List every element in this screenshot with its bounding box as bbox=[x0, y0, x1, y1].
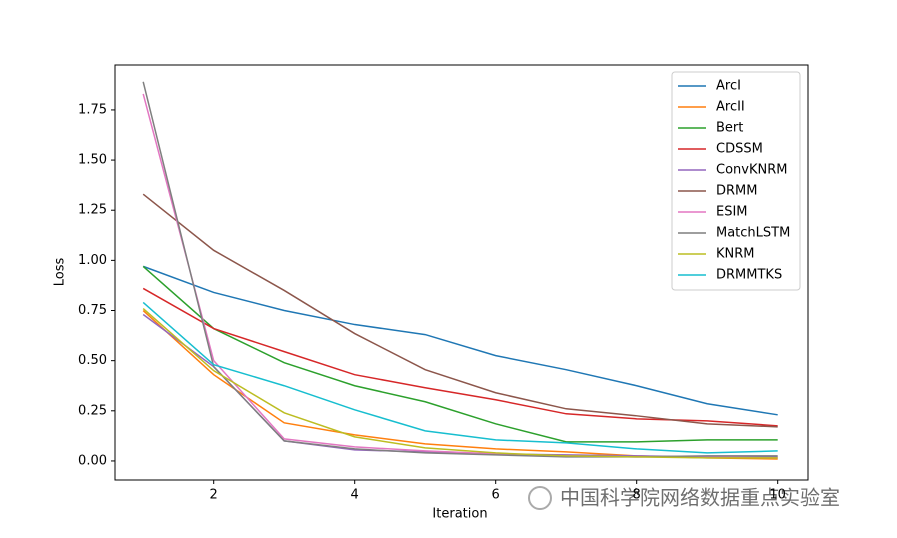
y-tick-label: 0.25 bbox=[78, 403, 107, 418]
y-axis-label: Loss bbox=[53, 258, 68, 287]
y-tick-label: 0.75 bbox=[78, 303, 107, 318]
x-axis-label: Iteration bbox=[432, 507, 487, 522]
legend-label: CDSSM bbox=[716, 142, 763, 157]
legend-label: KNRM bbox=[716, 247, 755, 262]
watermark-group: 中国科学院网络数据重点实验室 bbox=[528, 486, 840, 510]
watermark: 中国科学院网络数据重点实验室 bbox=[560, 486, 840, 510]
x-tick-label: 8 bbox=[633, 488, 641, 503]
series-line bbox=[142, 307, 778, 459]
y-tick-label: 1.25 bbox=[78, 203, 107, 218]
legend-label: DRMMTKS bbox=[716, 268, 782, 283]
x-tick-label: 2 bbox=[210, 488, 218, 503]
series-line bbox=[142, 301, 778, 454]
y-tick-label: 1.50 bbox=[78, 153, 107, 168]
legend-label: ArcII bbox=[716, 100, 745, 115]
legend: ArcI ArcII Bert CDSSM ConvKNRM DRMM ESIM MatchL… bbox=[671, 71, 801, 291]
legend-label: ESIM bbox=[716, 205, 748, 220]
legend-label: Bert bbox=[716, 121, 743, 136]
legend-box bbox=[671, 71, 801, 291]
x-tick-label: 10 bbox=[769, 488, 786, 503]
watermark-icon bbox=[528, 486, 552, 510]
series-line bbox=[142, 265, 778, 443]
legend-label: MatchLSTM bbox=[716, 226, 790, 241]
plot-frame bbox=[114, 64, 809, 481]
legend-label: DRMM bbox=[716, 184, 757, 199]
y-tick-label: 1.00 bbox=[78, 253, 107, 268]
x-tick-label: 4 bbox=[351, 488, 359, 503]
y-tick-label: 0.50 bbox=[78, 353, 107, 368]
legend-label: ConvKNRM bbox=[716, 163, 787, 178]
y-tick-label: 1.75 bbox=[78, 102, 107, 117]
x-tick-label: 6 bbox=[492, 488, 500, 503]
series-line bbox=[142, 287, 778, 427]
y-tick-label: 0.00 bbox=[78, 453, 107, 468]
legend-label: ArcI bbox=[716, 79, 741, 94]
series-line bbox=[142, 265, 778, 416]
series-line bbox=[142, 81, 778, 458]
series-line bbox=[142, 193, 778, 428]
